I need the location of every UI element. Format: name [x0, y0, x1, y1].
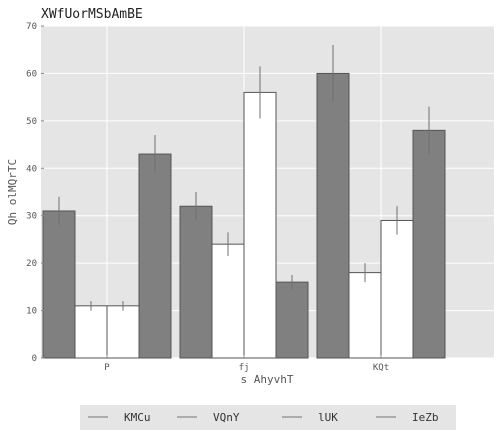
bar [412, 129, 446, 359]
legend-label: KMCu [124, 411, 151, 424]
bar [106, 305, 140, 359]
y-tick-label: 10 [26, 307, 37, 317]
bar [211, 243, 245, 359]
x-axis-label: s AhyvhT [241, 373, 294, 386]
y-tick-label: 60 [26, 69, 37, 79]
bar [42, 210, 76, 359]
bar [380, 219, 414, 359]
y-axis-label: Qh olMQrTC [6, 159, 19, 225]
y-tick-label: 30 [26, 212, 37, 222]
bar [138, 153, 172, 359]
legend: KMCu VQnY lUK IeZb [80, 405, 456, 430]
legend-label: VQnY [213, 411, 240, 424]
bar [275, 281, 309, 359]
bar [348, 272, 382, 359]
legend-label: IeZb [412, 411, 439, 424]
y-tick-label: 50 [26, 117, 37, 127]
x-tick-label: fj [239, 363, 250, 373]
y-axis-ticks: 0 10 20 30 40 50 60 70 [26, 22, 44, 364]
y-tick-label: 40 [26, 164, 37, 174]
bars [42, 72, 446, 359]
y-tick-label: 70 [26, 22, 37, 32]
x-tick-label: KQt [373, 363, 389, 373]
error-bars [58, 44, 430, 311]
legend-label: lUK [318, 411, 338, 424]
chart-title: XWfUorMSbAmBE [41, 7, 143, 22]
y-tick-label: 0 [32, 354, 37, 364]
bar [316, 72, 350, 359]
bar [243, 91, 277, 359]
bar [74, 305, 108, 359]
y-tick-label: 20 [26, 259, 37, 269]
bar [179, 205, 213, 359]
x-tick-label: P [104, 363, 110, 373]
